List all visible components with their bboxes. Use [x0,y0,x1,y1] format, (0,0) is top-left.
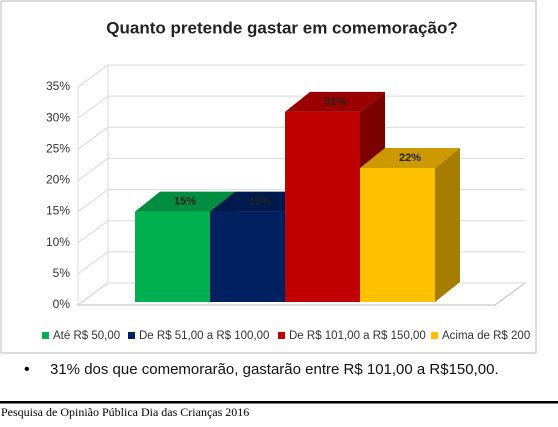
bar-front [360,167,435,302]
data-label: 15% [174,195,196,207]
y-tick-label: 0% [53,297,71,311]
legend-swatch [42,332,49,339]
data-label: 22% [399,152,421,164]
bar-top [285,91,385,112]
bar-front [285,111,360,303]
data-label: 15% [249,195,271,207]
legend-swatch [128,332,135,339]
bar-top [135,191,235,212]
legend-label: De R$ 51,00 a R$ 100,00 [139,330,269,342]
legend-swatch [431,332,438,339]
y-tick-label: 15% [46,204,70,218]
bar-front [135,211,210,302]
y-tick-label: 30% [46,110,70,124]
chart-title: Quanto pretende gastar em comemoração? [106,18,457,37]
legend-swatch [278,332,285,339]
data-label: 31% [324,96,346,108]
grid-line [77,95,525,119]
legend-label: Até R$ 50,00 [53,330,120,342]
y-tick-label: 35% [46,79,70,93]
grid-line [77,126,525,150]
y-tick-label: 10% [46,235,70,249]
legend-label: Acima de R$ 200 [442,330,530,342]
footer: Pesquisa de Opinião Pública Dia das Cria… [1,405,249,419]
grid-line [77,64,525,88]
footer-rule [0,401,558,404]
y-tick-label: 25% [46,141,70,155]
bar-side [435,147,460,302]
bar-front [210,211,285,302]
y-tick-label: 5% [53,266,71,280]
y-tick-label: 20% [46,173,70,187]
bar-top [360,147,460,168]
legend-label: De R$ 101,00 a R$ 150,00 [289,330,426,342]
bullet-dot: • [24,361,30,378]
bullet-text: 31% dos que comemorarão, gastarão entre … [50,361,499,378]
